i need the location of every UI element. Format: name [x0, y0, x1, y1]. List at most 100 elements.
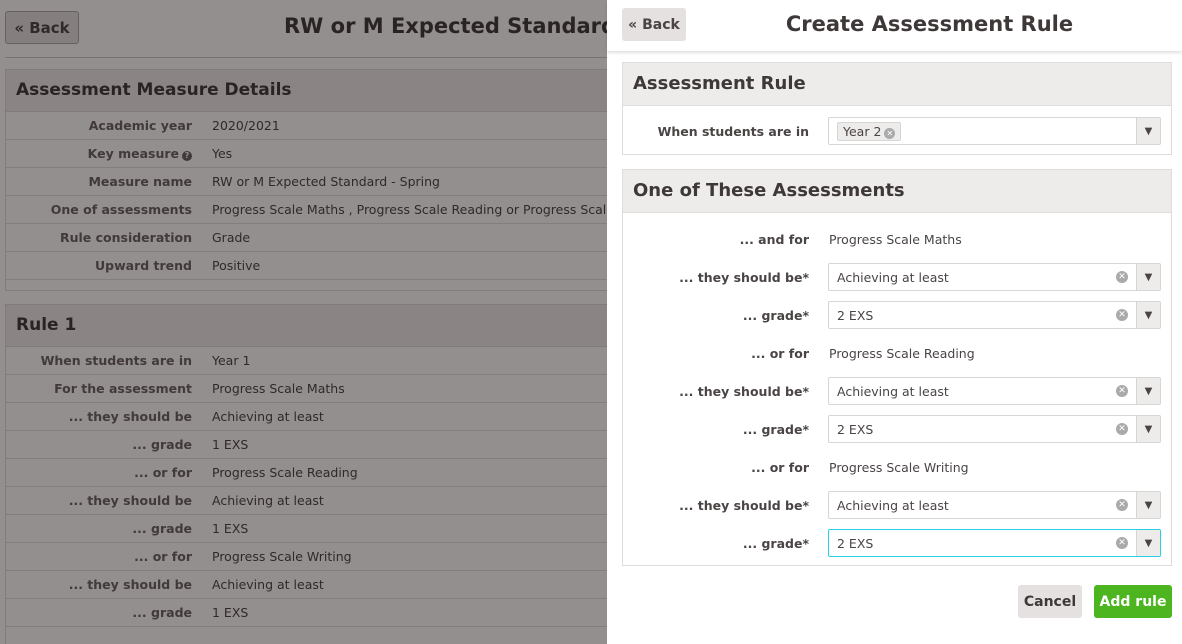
row-value: Year 1	[212, 353, 251, 368]
field-label: ... grade*	[742, 307, 809, 323]
should-be-select[interactable]: Achieving at least ✕ ▼	[828, 491, 1161, 519]
row-label-text: Upward trend	[94, 258, 192, 273]
dropdown-arrow-icon[interactable]: ▼	[1136, 264, 1160, 290]
year-row: When students are in	[623, 117, 1171, 145]
clear-icon[interactable]: ✕	[1116, 423, 1128, 435]
field-label: ... they should be*	[679, 383, 809, 399]
row-value: Grade	[212, 230, 251, 245]
assessments-section: One of These Assessments ... and for Prog…	[622, 169, 1172, 566]
assessment-name: Progress Scale Reading	[829, 345, 975, 361]
field-label: When students are in	[657, 123, 809, 139]
row-label: ... or for	[6, 549, 192, 564]
clear-icon[interactable]: ✕	[1116, 309, 1128, 321]
row-value: Progress Scale Reading	[212, 465, 358, 480]
measure-details-section: Assessment Measure Details Academic year…	[5, 69, 607, 291]
year-tag: Year 2 ✕	[837, 121, 902, 141]
row-label-text: Academic year	[88, 118, 192, 133]
row-label-text: ... they should be	[68, 493, 192, 508]
row-label: Upward trend	[6, 258, 192, 273]
should-be-select[interactable]: Achieving at least ✕ ▼	[828, 263, 1161, 291]
dropdown-arrow-icon[interactable]: ▼	[1136, 492, 1160, 518]
detail-row: When students are in Year 1	[6, 347, 607, 375]
select-value: 2 EXS	[837, 421, 874, 437]
row-label-text: ... they should be	[68, 577, 192, 592]
year-multiselect[interactable]: Year 2 ✕ ▼	[828, 117, 1161, 145]
grade-select[interactable]: 2 EXS ✕ ▼	[828, 415, 1161, 443]
row-value: Progress Scale Writing	[212, 549, 352, 564]
select-value: Achieving at least	[837, 497, 949, 513]
back-button[interactable]: « Back	[5, 11, 79, 44]
field-label: ... they should be*	[679, 497, 809, 513]
row-value: Progress Scale Maths	[212, 381, 345, 396]
detail-row: For the assessment Progress Scale Maths	[6, 375, 607, 403]
rule-1-section: Rule 1 When students are in Year 1 For the…	[5, 304, 607, 644]
remove-tag-icon[interactable]: ✕	[884, 127, 896, 139]
row-label-text: ... or for	[134, 465, 192, 480]
assessment-name: Progress Scale Writing	[829, 459, 969, 475]
help-icon[interactable]: ?	[182, 151, 192, 161]
field-label: ... or for	[751, 345, 809, 361]
add-rule-button[interactable]: Add rule	[1094, 585, 1172, 618]
row-label: When students are in	[6, 353, 192, 368]
row-label: For the assessment	[6, 381, 192, 396]
detail-row: One of assessments Progress Scale Maths ,…	[6, 196, 607, 224]
panel-header: « Back Create Assessment Rule	[607, 0, 1182, 51]
dropdown-arrow-icon[interactable]: ▼	[1136, 302, 1160, 328]
row-label-text: ... or for	[134, 549, 192, 564]
row-value: 2020/2021	[212, 118, 280, 133]
row-value: Positive	[212, 258, 261, 273]
row-value: Achieving at least	[212, 409, 324, 424]
create-rule-panel: « Back Create Assessment Rule Assessment…	[607, 0, 1182, 644]
select-value: 2 EXS	[837, 307, 874, 323]
field-label: ... grade*	[742, 421, 809, 437]
row-label-text: ... grade	[132, 437, 192, 452]
row-label-text: Measure name	[88, 174, 192, 189]
detail-row: ... they should be Achieving at least	[6, 487, 607, 515]
row-label-text: Key measure	[87, 146, 179, 161]
row-value: Yes	[212, 146, 233, 161]
row-label: ... grade	[6, 605, 192, 620]
clear-icon[interactable]: ✕	[1116, 385, 1128, 397]
detail-row: ... they should be Achieving at least	[6, 403, 607, 431]
should-be-row: ... they should be*	[623, 263, 1171, 291]
grade-select[interactable]: 2 EXS ✕ ▼	[828, 529, 1161, 557]
grade-select[interactable]: 2 EXS ✕ ▼	[828, 301, 1161, 329]
detail-row: Key measure? Yes	[6, 140, 607, 168]
page-title: RW or M Expected Standard - Spring	[284, 14, 607, 38]
detail-row: ... grade 1 EXS	[6, 515, 607, 543]
clear-icon[interactable]: ✕	[1116, 271, 1128, 283]
dropdown-arrow-icon[interactable]: ▼	[1136, 530, 1160, 556]
row-label-text: ... they should be	[68, 409, 192, 424]
should-be-row: ... they should be*	[623, 491, 1171, 519]
select-value: Achieving at least	[837, 269, 949, 285]
panel-back-button[interactable]: « Back	[622, 8, 686, 41]
row-value: Achieving at least	[212, 493, 324, 508]
detail-row: Upward trend Positive	[6, 252, 607, 280]
clear-icon[interactable]: ✕	[1116, 499, 1128, 511]
row-value: 1 EXS	[212, 521, 249, 536]
field-label: ... they should be*	[679, 269, 809, 285]
modal-overlay[interactable]	[0, 0, 607, 644]
clear-icon[interactable]: ✕	[1116, 537, 1128, 549]
dropdown-arrow-icon[interactable]: ▼	[1136, 118, 1160, 144]
divider	[5, 57, 607, 58]
detail-row: Rule consideration Grade	[6, 224, 607, 252]
row-label-text: Rule consideration	[59, 230, 192, 245]
should-be-select[interactable]: Achieving at least ✕ ▼	[828, 377, 1161, 405]
row-label: ... they should be	[6, 409, 192, 424]
section-heading: One of These Assessments	[623, 170, 1171, 213]
dropdown-arrow-icon[interactable]: ▼	[1136, 378, 1160, 404]
detail-row: Measure name RW or M Expected Standard - …	[6, 168, 607, 196]
detail-row: ... or for Progress Scale Writing	[6, 543, 607, 571]
row-label: ... grade	[6, 437, 192, 452]
row-label: Academic year	[6, 118, 192, 133]
select-value: 2 EXS	[837, 535, 874, 551]
row-label: Rule consideration	[6, 230, 192, 245]
row-label: Measure name	[6, 174, 192, 189]
cancel-button[interactable]: Cancel	[1018, 585, 1082, 618]
dropdown-arrow-icon[interactable]: ▼	[1136, 416, 1160, 442]
grade-row: ... grade*	[623, 301, 1171, 329]
row-value: Progress Scale Maths , Progress Scale Re…	[212, 202, 607, 217]
row-label-text: ... grade	[132, 521, 192, 536]
detail-row: Academic year 2020/2021	[6, 112, 607, 140]
